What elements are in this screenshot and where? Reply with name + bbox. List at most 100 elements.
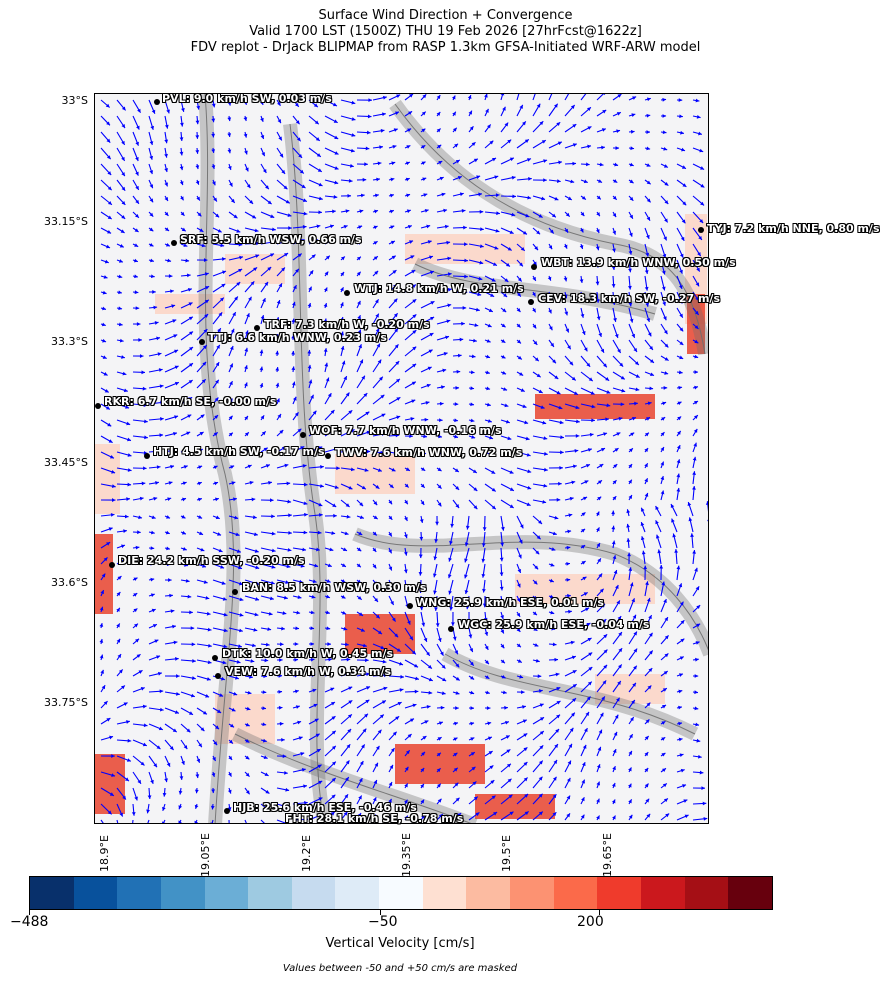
wind-vector-head (245, 772, 250, 777)
wind-vector-head (581, 195, 586, 200)
wind-vector-head (315, 733, 320, 738)
wind-vector-head (279, 642, 284, 647)
wind-vector-head (147, 795, 152, 800)
wind-vector-head (392, 270, 397, 274)
wind-vector-head (692, 550, 697, 554)
wind-vector-head (388, 815, 392, 820)
wind-vector-head (605, 417, 609, 422)
wind-vector-head (455, 486, 460, 490)
wind-vector-head (575, 405, 580, 410)
wind-vector-head (523, 733, 528, 737)
wind-vector-head (173, 640, 178, 645)
wind-vector-head (196, 105, 201, 110)
wind-vector-head (554, 196, 559, 201)
wind-vector-head (244, 347, 249, 352)
wind-vector-head (626, 509, 631, 514)
wind-vector-head (271, 240, 276, 244)
wind-vector-head (495, 193, 500, 198)
wind-vector-head (518, 539, 523, 544)
wind-vector-head (538, 811, 543, 816)
wind-vector-head (136, 125, 140, 130)
terrain-contour (234, 733, 472, 823)
wind-vector-head (134, 290, 139, 295)
wind-vector-head (618, 664, 622, 669)
colorbar-swatch (30, 877, 74, 909)
wind-vector-head (420, 767, 425, 772)
wind-vector-head (380, 128, 385, 133)
wind-vector-head (646, 702, 651, 707)
wind-vector-head (152, 624, 157, 628)
wind-vector-head (292, 396, 297, 401)
wind-vector-head (407, 620, 411, 625)
wind-vector-head (345, 503, 350, 507)
wind-vector-head (694, 310, 699, 315)
wind-vector-head (565, 212, 570, 217)
wind-vector-head (310, 626, 315, 631)
wind-vector-head (146, 823, 150, 824)
wind-vector-head (404, 815, 408, 820)
wind-vector-head (323, 333, 328, 338)
wind-vector-head (189, 610, 193, 615)
wind-vector-head (471, 435, 476, 439)
wind-vector-head (360, 193, 365, 198)
wind-vector-head (133, 577, 138, 582)
station-marker (698, 227, 704, 233)
wind-vector-head (581, 512, 586, 517)
wind-vector-head (695, 282, 700, 287)
wind-vector-head (231, 481, 236, 485)
wind-vector-head (164, 182, 168, 187)
wind-vector-head (303, 211, 308, 216)
wind-vector-head (382, 659, 387, 664)
wind-vector-head (436, 128, 441, 133)
wind-vector-head (415, 676, 419, 681)
wind-vector-head (340, 302, 344, 307)
wind-vector-head (455, 676, 460, 681)
wind-vector-head (698, 236, 702, 240)
wind-vector-head (404, 799, 408, 804)
wind-vector-head (504, 403, 509, 408)
wind-vector-head (699, 219, 704, 224)
wind-vector-head (278, 689, 283, 694)
wind-vector-head (483, 617, 488, 622)
wind-vector-head (436, 111, 441, 116)
wind-vector-head (611, 525, 616, 530)
wind-vector-head (136, 322, 141, 326)
wind-vector-head (614, 714, 619, 719)
wind-vector-head (454, 451, 459, 455)
wind-vector-head (494, 245, 499, 250)
wind-vector-head (518, 554, 522, 559)
wind-vector-head (179, 137, 184, 141)
station-label-dtk: DTK: 10.0 km/h W, 0.45 m/s (222, 647, 394, 660)
wind-vector-head (583, 179, 588, 184)
wind-vector-head (556, 701, 561, 705)
wind-vector-head (426, 651, 430, 656)
wind-vector-head (548, 245, 553, 250)
wind-vector-head (118, 306, 123, 311)
wind-vector-head (522, 705, 526, 709)
wind-vector-head (463, 290, 468, 295)
wind-vector-head (244, 150, 248, 155)
wind-vector-head (166, 515, 171, 519)
wind-vector-head (536, 103, 541, 108)
wind-vector-head (404, 483, 409, 488)
wind-vector-head (393, 313, 398, 318)
wind-vector-head (170, 464, 174, 469)
wind-vector-head (412, 299, 417, 303)
x-tick-label: 18.9°E (98, 835, 111, 872)
wind-vector-head (587, 126, 592, 130)
wind-vector-head (202, 361, 207, 366)
wind-vector-head (341, 595, 346, 599)
wind-vector-head (211, 789, 216, 794)
wind-vector-head (238, 581, 243, 586)
wind-vector-head (517, 583, 521, 588)
wind-vector-head (329, 547, 334, 552)
wind-vector-head (174, 415, 179, 419)
wind-vector-head (311, 594, 316, 599)
wind-vector-head (427, 366, 432, 371)
wind-vector-head (106, 718, 111, 722)
wind-vector-head (424, 417, 429, 422)
wind-vector-head (602, 109, 607, 114)
wind-vector-head (359, 209, 364, 214)
wind-vector-head (165, 530, 170, 535)
wind-vector-head (279, 721, 284, 726)
